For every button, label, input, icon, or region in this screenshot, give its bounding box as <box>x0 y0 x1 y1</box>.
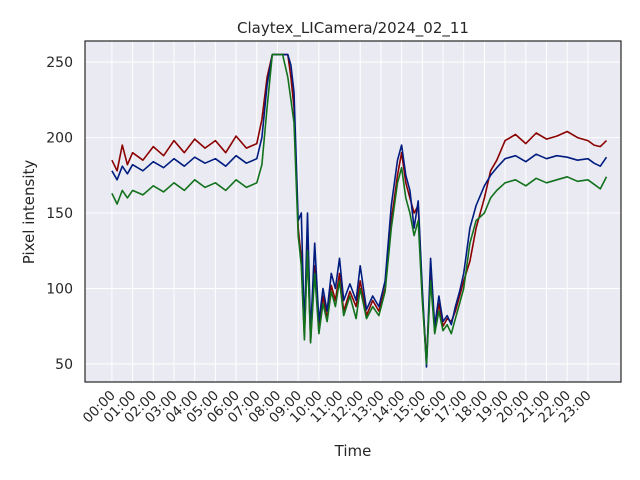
y-tick-label: 200 <box>46 131 73 147</box>
series-line-2 <box>111 53 608 365</box>
y-tick-label: 100 <box>46 281 73 297</box>
series-lines <box>111 53 608 368</box>
series-line-1 <box>111 53 608 368</box>
x-tick-labels: 00:0001:0002:0003:0004:0005:0006:0007:00… <box>80 388 595 427</box>
y-tick-label: 250 <box>46 55 73 71</box>
y-tick-labels: 50 100 150 200 250 <box>46 55 73 373</box>
grid-lines <box>85 41 621 382</box>
plot-background <box>85 41 621 382</box>
y-tick-label: 150 <box>46 206 73 222</box>
chart-title: Claytex_LICamera/2024_02_11 <box>237 19 469 38</box>
x-axis-label: Time <box>334 442 372 460</box>
plot-frame <box>84 40 622 383</box>
y-axis-label: Pixel intensity <box>20 160 38 265</box>
y-tick-label: 50 <box>55 357 73 373</box>
series-line-0 <box>111 53 608 362</box>
